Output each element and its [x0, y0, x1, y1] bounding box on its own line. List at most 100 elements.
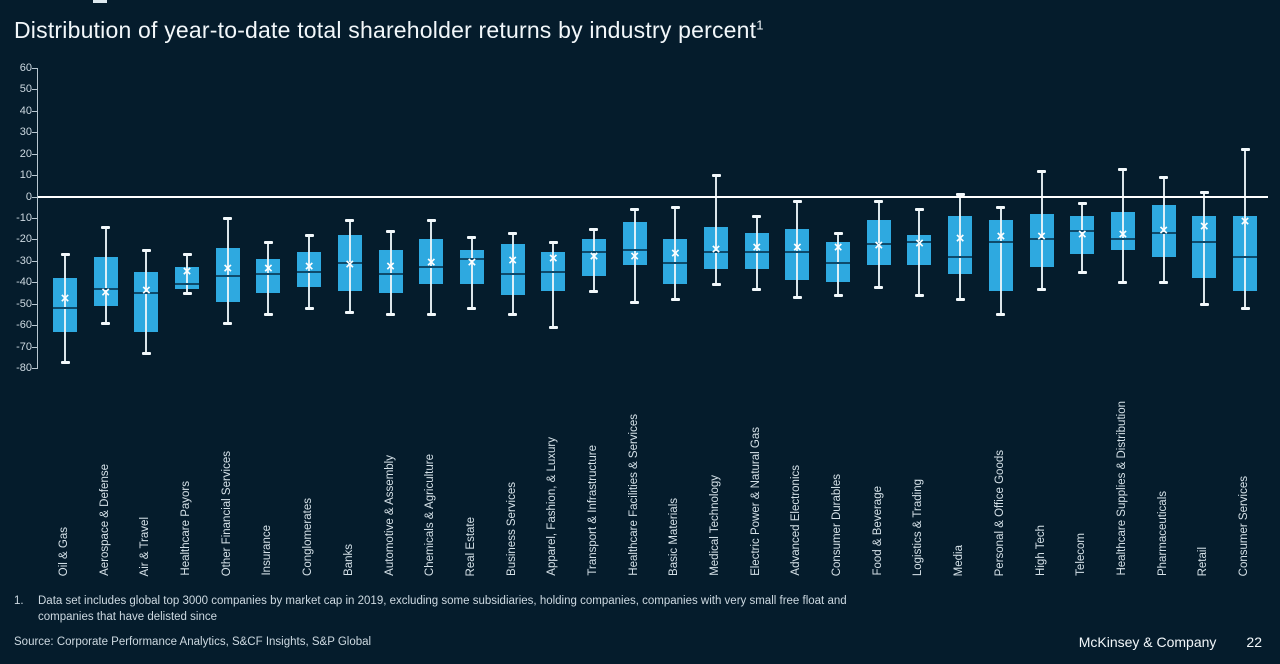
y-axis-tick — [32, 68, 38, 69]
y-axis-tick — [32, 175, 38, 176]
whisker-cap-top — [996, 206, 1005, 209]
whisker — [1000, 207, 1002, 314]
whisker-cap-top — [142, 249, 151, 252]
category-label: Telecom — [1075, 533, 1087, 576]
whisker-cap-bottom — [1241, 307, 1250, 310]
y-axis-tick-label: 40 — [2, 105, 32, 117]
category-label: Healthcare Facilities & Services — [628, 414, 640, 576]
footnote: 1. Data set includes global top 3000 com… — [14, 594, 848, 625]
whisker-cap-bottom — [793, 296, 802, 299]
whisker-cap-bottom — [1078, 271, 1087, 274]
whisker-cap-top — [589, 228, 598, 231]
whisker-cap-bottom — [223, 322, 232, 325]
whisker-cap-bottom — [1037, 288, 1046, 291]
y-axis-tick-label: -40 — [2, 276, 32, 288]
y-axis-tick-label: 50 — [2, 83, 32, 95]
y-axis-tick — [32, 89, 38, 90]
whisker — [715, 175, 717, 284]
source-line: Source: Corporate Performance Analytics,… — [14, 636, 371, 648]
footnote-text: Data set includes global top 3000 compan… — [38, 594, 848, 625]
whisker-cap-bottom — [671, 298, 680, 301]
category-label: Air & Travel — [139, 517, 151, 576]
plot-area: 6050403020100-10-20-30-40-50-60-70-80×××… — [38, 68, 1268, 368]
whisker-cap-top — [712, 174, 721, 177]
category-label: Apparel, Fashion, & Luxury — [546, 437, 558, 576]
category-label: Personal & Office Goods — [994, 450, 1006, 576]
whisker-cap-top — [549, 241, 558, 244]
whisker-cap-top — [874, 200, 883, 203]
median-line — [501, 273, 525, 275]
whisker-cap-top — [834, 232, 843, 235]
category-label: Media — [953, 545, 965, 576]
category-label: Electric Power & Natural Gas — [750, 427, 762, 576]
whisker-cap-bottom — [386, 313, 395, 316]
whisker-cap-top — [61, 253, 70, 256]
median-line — [826, 262, 850, 264]
y-axis-tick — [32, 132, 38, 133]
whisker-cap-top — [1241, 148, 1250, 151]
whisker-cap-bottom — [61, 361, 70, 364]
whisker-cap-bottom — [996, 313, 1005, 316]
x-axis-labels: Oil & Gas Aerospace & Defense Air & Travel… — [38, 372, 1268, 576]
whisker-cap-bottom — [264, 313, 273, 316]
whisker-cap-top — [1037, 170, 1046, 173]
category-label: Logistics & Trading — [912, 479, 924, 576]
category-label: Basic Materials — [668, 498, 680, 576]
category-label: Healthcare Payors — [180, 481, 192, 576]
y-axis-tick — [32, 325, 38, 326]
whisker — [471, 237, 473, 308]
whisker-cap-top — [467, 236, 476, 239]
category-label: Oil & Gas — [58, 527, 70, 576]
whisker-cap-top — [630, 208, 639, 211]
whisker-cap-top — [183, 253, 192, 256]
whisker — [918, 209, 920, 295]
category-label: Chemicals & Agriculture — [424, 454, 436, 576]
y-axis-tick-label: 30 — [2, 126, 32, 138]
whisker — [145, 250, 147, 353]
whisker-cap-top — [752, 215, 761, 218]
whisker-cap-bottom — [549, 326, 558, 329]
category-label: Medical Technology — [709, 475, 721, 576]
whisker-cap-bottom — [712, 283, 721, 286]
y-axis-tick — [32, 218, 38, 219]
y-axis-tick — [32, 304, 38, 305]
category-label: Food & Beverage — [872, 486, 884, 576]
category-label: Business Services — [506, 482, 518, 576]
whisker-cap-bottom — [101, 322, 110, 325]
category-label: Other Financial Services — [221, 451, 233, 576]
category-label: Real Estate — [465, 517, 477, 576]
whisker-cap-top — [1118, 168, 1127, 171]
footnote-number: 1. — [14, 594, 38, 625]
y-axis-tick-label: 60 — [2, 62, 32, 74]
whisker-cap-bottom — [956, 298, 965, 301]
whisker-cap-bottom — [467, 307, 476, 310]
y-axis-tick-label: -70 — [2, 341, 32, 353]
whisker-cap-bottom — [427, 313, 436, 316]
whisker-cap-bottom — [1159, 281, 1168, 284]
category-label: Healthcare Supplies & Distribution — [1116, 401, 1128, 576]
category-label: Banks — [343, 544, 355, 576]
y-axis-tick — [32, 261, 38, 262]
zero-baseline — [38, 196, 1268, 198]
whisker-cap-bottom — [874, 286, 883, 289]
median-line — [541, 271, 565, 273]
median-line — [1233, 256, 1257, 258]
whisker-cap-top — [101, 226, 110, 229]
whisker-cap-top — [1078, 202, 1087, 205]
y-axis-tick-label: -10 — [2, 212, 32, 224]
whisker-cap-top — [1200, 191, 1209, 194]
y-axis-tick — [32, 154, 38, 155]
median-line — [948, 256, 972, 258]
y-axis-tick-label: 10 — [2, 169, 32, 181]
y-axis-tick-label: -60 — [2, 319, 32, 331]
whisker — [1203, 192, 1205, 303]
category-label: Advanced Electronics — [790, 465, 802, 576]
y-axis-tick-label: -80 — [2, 362, 32, 374]
boxplot-chart: 6050403020100-10-20-30-40-50-60-70-80×××… — [0, 0, 1280, 600]
whisker-cap-bottom — [345, 311, 354, 314]
whisker-cap-bottom — [834, 294, 843, 297]
category-label: Pharmaceuticals — [1157, 491, 1169, 576]
y-axis-tick-label: -50 — [2, 298, 32, 310]
category-label: Aerospace & Defense — [99, 464, 111, 576]
y-axis-tick — [32, 347, 38, 348]
